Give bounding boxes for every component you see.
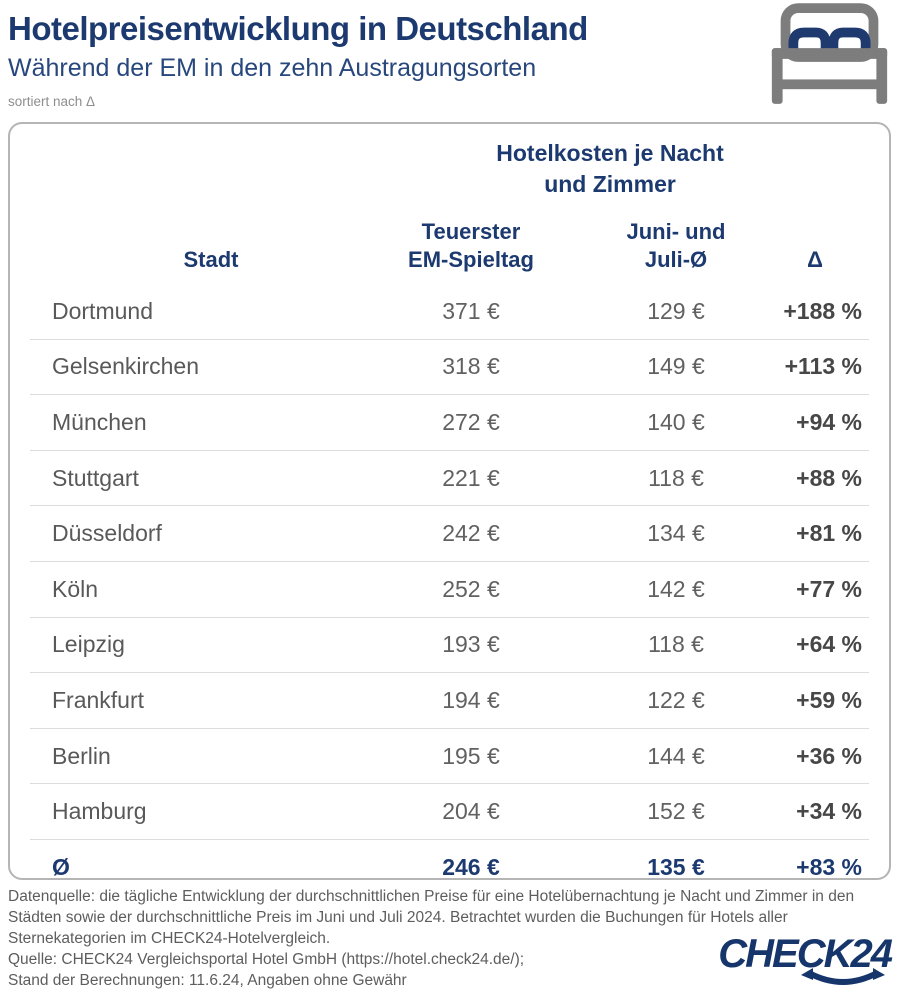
matchday-price: 272 € (442, 408, 500, 435)
column-header-delta: Δ (807, 247, 823, 272)
column-header-avg-line2: Juli-Ø (644, 247, 708, 272)
delta-value: +64 % (796, 631, 862, 658)
matchday-price: 371 € (442, 297, 500, 324)
price-table: Hotelkosten je Nacht und Zimmer Stadt Te… (8, 122, 891, 880)
avg-price: 118 € (648, 631, 704, 658)
matchday-price: 204 € (442, 798, 500, 825)
matchday-price: 318 € (442, 353, 500, 380)
table-row: Leipzig 193 € 118 € +64 % (30, 616, 869, 673)
table-row: Düsseldorf 242 € 134 € +81 % (30, 505, 869, 561)
check24-logo-text: CHECK24 (718, 932, 893, 976)
stand-line: Stand der Berechnungen: 11.6.24, Angaben… (8, 972, 407, 989)
table-body: Dortmund 371 € 129 € +188 % Gelsenkirche… (10, 284, 889, 895)
header: Hotelpreisentwicklung in Deutschland Wäh… (0, 0, 899, 109)
table-header: Hotelkosten je Nacht und Zimmer Stadt Te… (10, 124, 889, 284)
avg-price: 118 € (648, 464, 704, 491)
group-header-line2: und Zimmer (544, 171, 676, 197)
delta-value: +94 % (796, 408, 862, 435)
avg-price: 134 € (647, 520, 705, 547)
column-header-matchday: Teuerster EM-Spieltag (352, 218, 590, 274)
table-row: Frankfurt 194 € 122 € +59 % (30, 672, 869, 728)
matchday-price: 242 € (442, 520, 500, 547)
table-row: München 272 € 140 € +94 % (30, 394, 869, 450)
table-row: Berlin 195 € 144 € +36 % (30, 727, 869, 784)
delta-value: +113 % (784, 353, 862, 380)
delta-value: +188 % (783, 297, 862, 324)
column-header-stadt: Stadt (183, 247, 239, 272)
city-name: Düsseldorf (52, 520, 162, 547)
delta-value: +81 % (796, 520, 862, 547)
source-line: Quelle: CHECK24 Vergleichsportal Hotel G… (8, 951, 525, 968)
city-name: Leipzig (52, 631, 125, 658)
average-matchday-price: 246 € (442, 853, 500, 880)
delta-value: +59 % (796, 686, 862, 713)
city-name: München (52, 408, 147, 435)
avg-price: 152 € (647, 798, 705, 825)
city-name: Hamburg (52, 798, 147, 825)
table-row: Stuttgart 221 € 118 € +88 % (30, 449, 869, 506)
city-name: Dortmund (52, 297, 153, 324)
page-title: Hotelpreisentwicklung in Deutschland (8, 10, 588, 47)
column-header-matchday-line1: Teuerster (421, 219, 521, 244)
average-avg-price: 135 € (647, 853, 705, 880)
avg-price: 144 € (647, 742, 705, 769)
average-delta-value: +83 % (796, 853, 862, 880)
avg-price: 140 € (647, 408, 705, 435)
delta-value: +88 % (796, 464, 862, 491)
city-name: Berlin (52, 742, 111, 769)
column-header-avg-line1: Juni- und (626, 219, 726, 244)
datasource-note: Datenquelle: die tägliche Entwicklung de… (8, 888, 855, 947)
avg-price: 122 € (647, 686, 705, 713)
table-row: Gelsenkirchen 318 € 149 € +113 % (30, 338, 869, 395)
group-header: Hotelkosten je Nacht und Zimmer (352, 136, 868, 202)
city-name: Stuttgart (52, 464, 139, 491)
matchday-price: 252 € (442, 575, 500, 602)
table-row: Dortmund 371 € 129 € +188 % (30, 284, 869, 339)
avg-price: 149 € (647, 353, 705, 380)
matchday-price: 194 € (442, 686, 500, 713)
check24-logo: CHECK24 (718, 932, 893, 989)
matchday-price: 221 € (442, 464, 500, 491)
table-row: Köln 252 € 142 € +77 % (30, 560, 869, 617)
city-name: Gelsenkirchen (52, 353, 200, 380)
page-subtitle: Während der EM in den zehn Austragungsor… (8, 54, 537, 82)
avg-price: 142 € (647, 575, 705, 602)
city-name: Köln (52, 575, 99, 602)
matchday-price: 195 € (442, 742, 500, 769)
city-name: Frankfurt (52, 686, 145, 713)
matchday-price: 193 € (442, 631, 500, 658)
group-header-line1: Hotelkosten je Nacht (496, 140, 724, 166)
column-header-avg: Juni- und Juli-Ø (590, 218, 762, 274)
sort-note: sortiert nach Δ (8, 94, 96, 109)
footer: Datenquelle: die tägliche Entwicklung de… (8, 886, 893, 991)
logo-swoosh-arrow-icon (801, 968, 885, 985)
delta-value: +77 % (796, 575, 862, 602)
column-header-matchday-line2: EM-Spieltag (408, 247, 534, 272)
avg-price: 129 € (647, 297, 705, 324)
delta-value: +34 % (796, 798, 862, 825)
bed-icon (766, 2, 893, 108)
delta-value: +36 % (796, 742, 862, 769)
table-row: Hamburg 204 € 152 € +34 % (30, 783, 869, 839)
average-row: Ø 246 € 135 € +83 % (30, 838, 869, 895)
average-label: Ø (52, 853, 70, 880)
